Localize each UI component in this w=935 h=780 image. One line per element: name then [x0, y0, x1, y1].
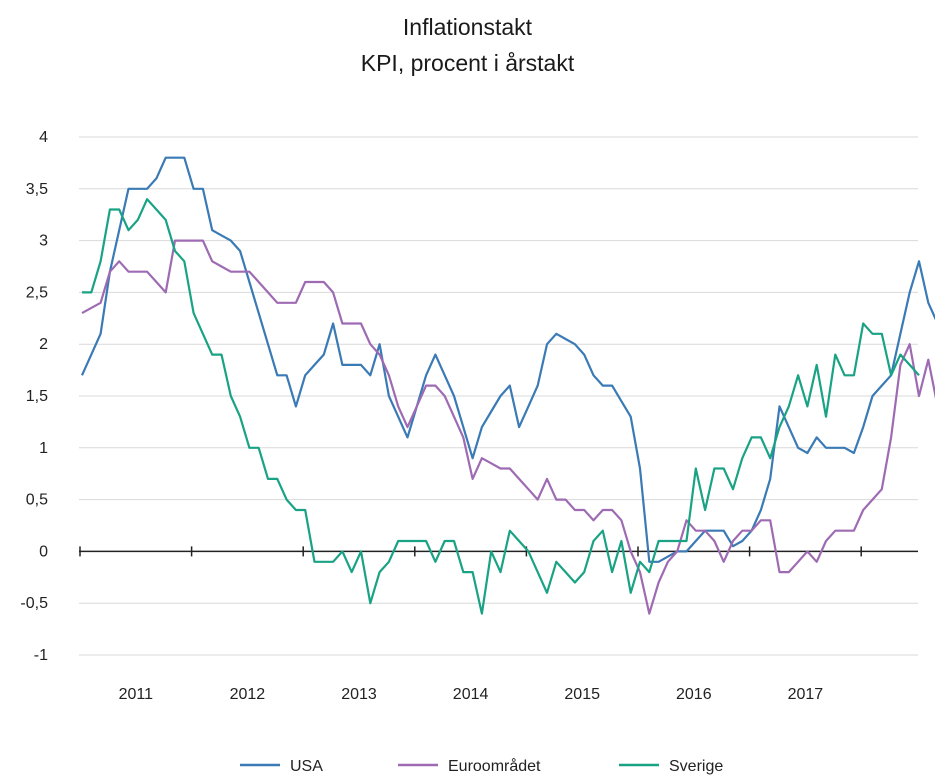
legend-label: Sverige [669, 758, 723, 775]
y-tick-label: 3,5 [26, 181, 48, 198]
chart-title: Inflationstakt [402, 14, 533, 40]
legend-label: Euroområdet [448, 757, 541, 775]
x-tick-label: 2015 [564, 686, 600, 703]
legend: USA Euroområdet Sverige [240, 757, 723, 775]
y-tick-label: -1 [34, 647, 48, 664]
y-tick-label: 1,5 [26, 388, 48, 405]
series-line-sverige [82, 198, 920, 615]
y-tick-label: -0,5 [20, 595, 48, 612]
series-lines [80, 156, 935, 615]
x-axis [79, 546, 918, 557]
legend-label: USA [290, 758, 323, 775]
y-tick-label: 2,5 [26, 284, 48, 301]
y-tick-label: 1 [39, 440, 48, 457]
y-tick-label: 0,5 [26, 492, 48, 509]
x-tick-label: 2017 [788, 686, 824, 703]
x-axis-ticks: 2011 2012 2013 2014 2015 2016 2017 [119, 686, 824, 703]
x-tick-label: 2012 [230, 686, 266, 703]
gridlines [79, 136, 918, 656]
x-tick-label: 2011 [119, 686, 154, 703]
y-axis-ticks: -1 -0,5 0 0,5 1 1,5 2 2,5 3 3,5 4 [20, 129, 48, 664]
x-tick-label: 2013 [341, 686, 377, 703]
x-tick-label: 2016 [676, 686, 712, 703]
series-line-euroområdet [81, 239, 935, 615]
y-tick-label: 2 [39, 336, 48, 353]
y-tick-label: 3 [39, 233, 48, 250]
y-tick-label: 4 [39, 129, 48, 146]
x-tick-label: 2014 [453, 686, 489, 703]
y-tick-label: 0 [39, 543, 48, 560]
series-line-usa [80, 156, 935, 563]
chart-subtitle: KPI, procent i årstakt [360, 50, 575, 76]
